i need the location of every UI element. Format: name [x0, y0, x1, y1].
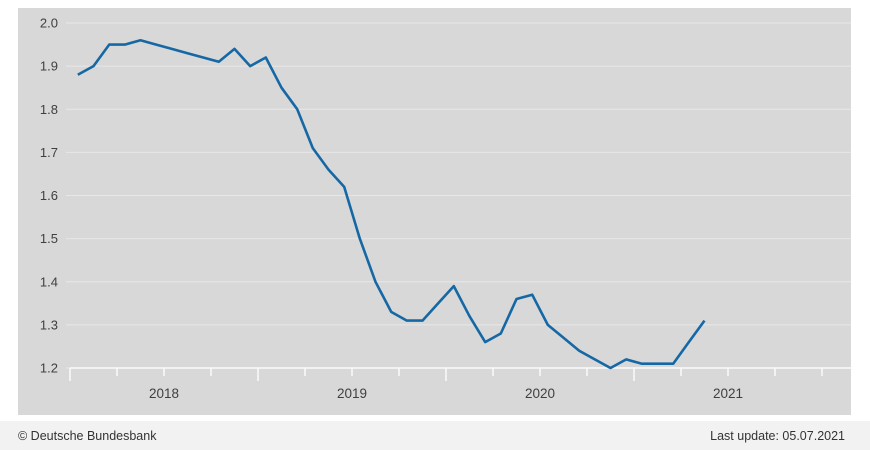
x-axis-year-label: 2019 [337, 386, 367, 401]
x-axis-year-label: 2021 [713, 386, 743, 401]
x-axis-year-label: 2020 [525, 386, 555, 401]
y-axis-tick-label: 1.6 [40, 188, 58, 203]
y-axis-tick-label: 1.8 [40, 102, 58, 117]
y-axis-tick-label: 1.9 [40, 59, 58, 74]
y-axis-tick-label: 1.7 [40, 145, 58, 160]
last-update-text: Last update: 05.07.2021 [710, 428, 845, 443]
chart-panel: 2.0 1.9 1.8 1.7 1.6 1.5 1.4 1.3 1.2 2018 2019 2020 2… [18, 8, 851, 415]
chart-footer: © Deutsche Bundesbank Last update: 05.07… [0, 421, 870, 450]
y-axis-tick-label: 2.0 [40, 16, 58, 31]
y-axis-tick-label: 1.5 [40, 231, 58, 246]
y-axis-tick-label: 1.2 [40, 361, 58, 376]
line-chart-plot-area[interactable]: 2.0 1.9 1.8 1.7 1.6 1.5 1.4 1.3 1.2 2018 2019 2020 2… [18, 8, 851, 415]
y-axis-tick-label: 1.3 [40, 317, 58, 332]
x-axis-year-label: 2018 [149, 386, 179, 401]
y-axis-tick-label: 1.4 [40, 274, 58, 289]
data-series-line[interactable] [77, 38, 706, 370]
copyright-text: © Deutsche Bundesbank [18, 428, 157, 443]
